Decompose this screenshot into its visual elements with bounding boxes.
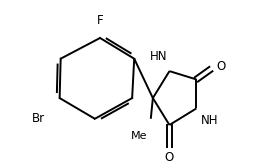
Text: O: O xyxy=(165,151,174,164)
Text: F: F xyxy=(97,14,103,27)
Text: O: O xyxy=(216,60,225,73)
Text: Me: Me xyxy=(131,131,148,141)
Text: HN: HN xyxy=(150,50,167,63)
Text: Br: Br xyxy=(32,112,46,125)
Text: NH: NH xyxy=(200,114,218,127)
